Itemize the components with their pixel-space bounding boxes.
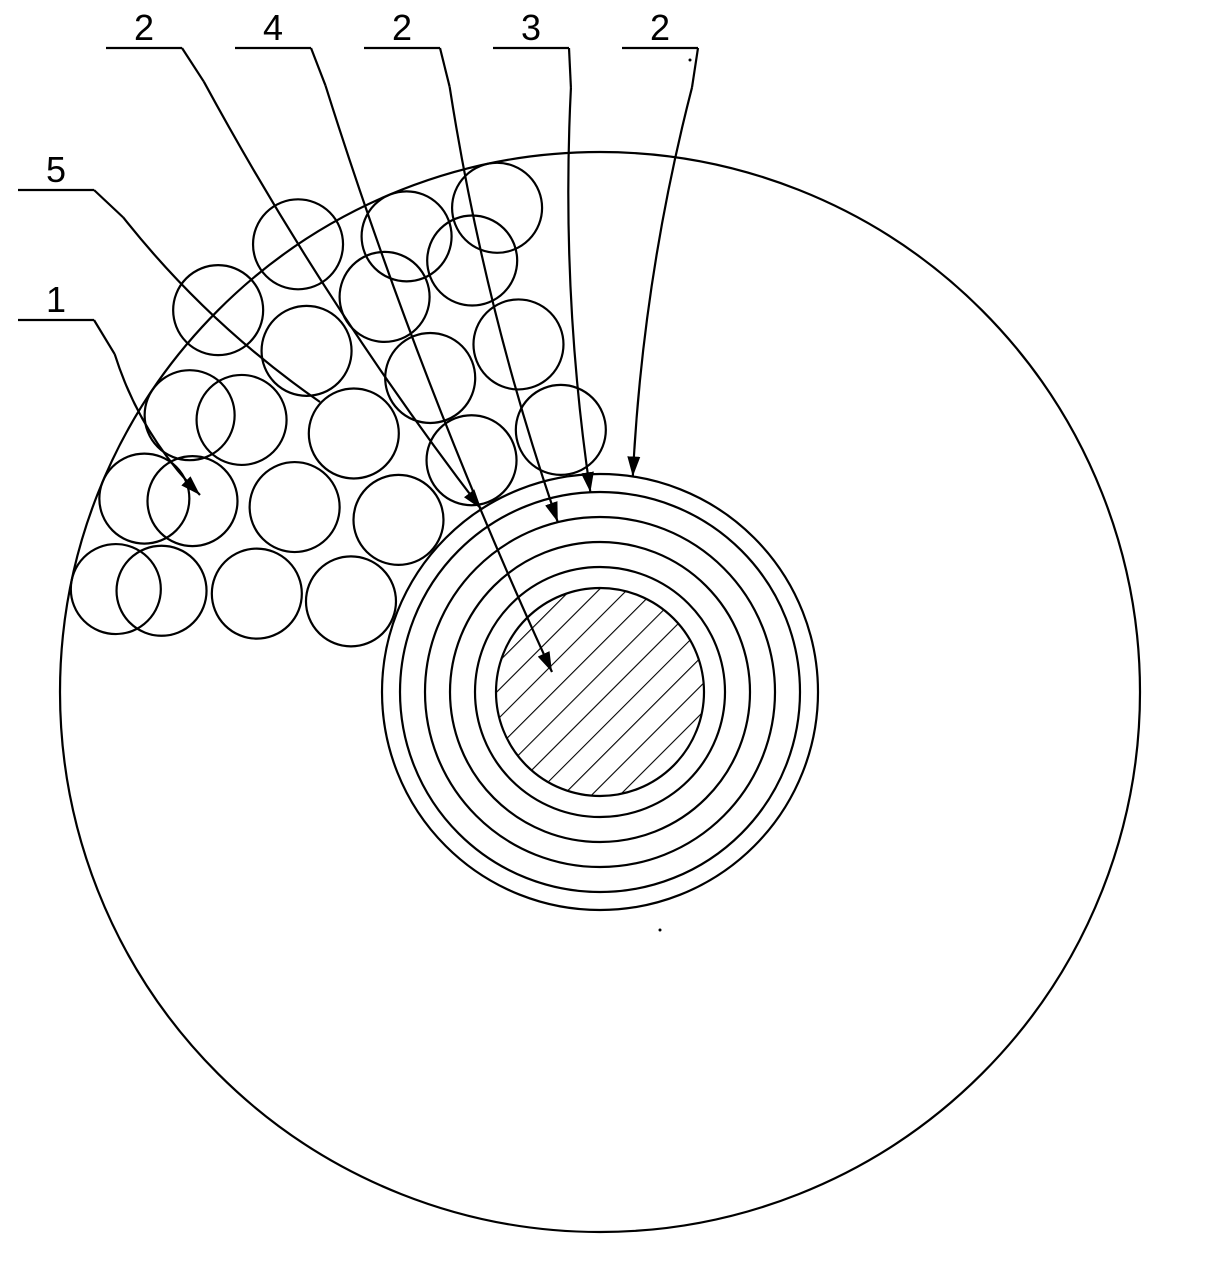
leader-stub — [94, 320, 115, 354]
label-text: 2 — [650, 7, 670, 48]
leader-stub — [569, 48, 571, 88]
callout-4: 4 — [235, 7, 311, 48]
leader-stub — [182, 48, 204, 82]
callout-2a: 2 — [106, 7, 182, 48]
callout-1: 1 — [18, 279, 94, 320]
label-text: 2 — [392, 7, 412, 48]
callout-5: 5 — [18, 149, 94, 190]
label-text: 1 — [46, 279, 66, 320]
leader-stub — [692, 48, 698, 88]
label-text: 4 — [263, 7, 283, 48]
callout-2c: 2 — [622, 7, 698, 48]
callout-3: 3 — [493, 7, 569, 48]
leader-stub — [311, 48, 325, 85]
artifact-dot — [689, 59, 692, 62]
leader-stub — [94, 190, 123, 217]
label-text: 2 — [134, 7, 154, 48]
artifact-dot — [659, 929, 662, 932]
leader-stub — [440, 48, 450, 87]
label-text: 3 — [521, 7, 541, 48]
label-text: 5 — [46, 149, 66, 190]
callout-2b: 2 — [364, 7, 440, 48]
